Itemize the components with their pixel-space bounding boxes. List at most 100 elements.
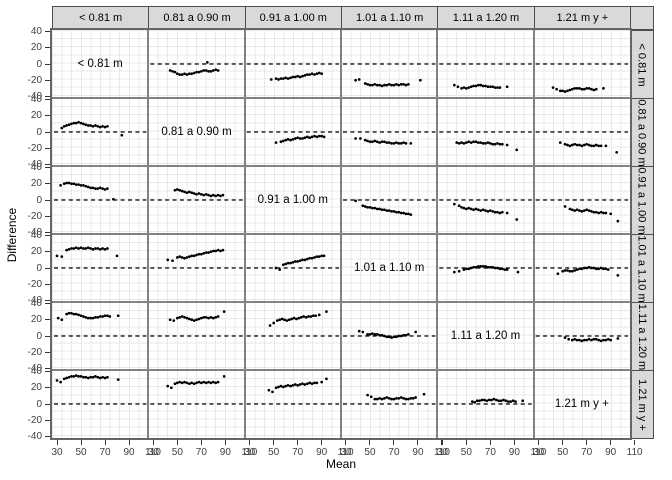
- data-point: [515, 218, 519, 221]
- data-point: [409, 213, 413, 216]
- data-point: [60, 255, 64, 258]
- data-point: [354, 78, 357, 82]
- diagonal-category-label: 0.91 a 1.00 m: [257, 194, 328, 206]
- data-point: [580, 210, 584, 213]
- x-tick-label: 110: [530, 447, 547, 458]
- y-tick-mark: [45, 300, 50, 301]
- data-point: [587, 265, 591, 269]
- data-point: [180, 381, 184, 385]
- x-tick-label: 30: [244, 447, 256, 458]
- data-point: [310, 382, 314, 386]
- data-point: [60, 318, 64, 322]
- data-point: [315, 381, 319, 385]
- y-tick-label: 20: [30, 382, 42, 394]
- x-tick-label: 90: [412, 447, 424, 458]
- data-point: [488, 209, 492, 212]
- y-tick-mark: [45, 235, 50, 236]
- data-point: [79, 375, 83, 378]
- data-point: [72, 121, 76, 125]
- data-point: [578, 267, 581, 271]
- data-point: [315, 135, 319, 139]
- data-point: [580, 87, 584, 91]
- data-point: [91, 247, 95, 251]
- data-point: [79, 121, 83, 125]
- data-point: [587, 143, 591, 147]
- data-point: [195, 70, 198, 74]
- data-point: [515, 148, 519, 152]
- data-point: [505, 268, 509, 271]
- data-point: [183, 256, 186, 260]
- panel-separator: [52, 233, 630, 235]
- y-tick-label: 0: [36, 262, 42, 274]
- data-point: [106, 187, 109, 190]
- data-point: [94, 187, 97, 190]
- data-point: [407, 212, 410, 216]
- y-tick-label: -20: [27, 142, 42, 154]
- x-tick-label: 110: [145, 447, 161, 458]
- data-point: [116, 378, 120, 381]
- data-point: [390, 83, 393, 87]
- x-tick-label: 90: [316, 447, 328, 458]
- data-point: [484, 142, 487, 145]
- data-point: [301, 137, 304, 140]
- data-point: [195, 253, 198, 257]
- data-point: [592, 144, 596, 148]
- data-point: [373, 333, 377, 336]
- x-tick-mark: [538, 440, 540, 445]
- data-point: [402, 82, 405, 86]
- data-point: [587, 337, 591, 341]
- data-point: [556, 272, 560, 276]
- data-point: [267, 388, 271, 392]
- data-point: [402, 396, 405, 400]
- y-tick-mark: [45, 96, 50, 97]
- data-point: [283, 318, 286, 322]
- data-point: [298, 75, 302, 79]
- data-point: [197, 192, 201, 195]
- data-point: [221, 193, 225, 197]
- x-tick-mark: [80, 440, 82, 445]
- data-point: [293, 137, 297, 140]
- data-point: [171, 69, 174, 73]
- data-point: [305, 382, 309, 386]
- x-tick-label: 70: [484, 447, 496, 458]
- data-point: [70, 247, 73, 250]
- data-point: [190, 381, 194, 385]
- y-tick-mark: [45, 183, 50, 185]
- data-point: [404, 333, 408, 337]
- data-point: [202, 252, 206, 255]
- data-point: [602, 87, 605, 90]
- data-point: [192, 254, 196, 258]
- data-point: [563, 269, 567, 272]
- x-tick-label: 50: [557, 447, 569, 458]
- data-point: [325, 310, 328, 313]
- data-point: [180, 315, 184, 318]
- data-point: [594, 87, 598, 91]
- x-tick-mark: [273, 440, 275, 445]
- data-point: [317, 71, 321, 75]
- data-point: [175, 188, 179, 191]
- y-tick-mark: [45, 283, 50, 285]
- data-point: [187, 72, 191, 76]
- y-tick-mark: [45, 131, 50, 133]
- data-point: [568, 88, 572, 92]
- data-point: [479, 265, 483, 268]
- data-point: [70, 311, 73, 315]
- data-point: [604, 267, 608, 271]
- data-point: [575, 87, 579, 90]
- data-point: [219, 194, 222, 198]
- data-point: [79, 314, 83, 318]
- data-point: [297, 316, 301, 320]
- data-point: [291, 383, 295, 387]
- data-point: [496, 210, 499, 214]
- data-point: [214, 381, 218, 385]
- data-point: [486, 85, 490, 89]
- x-tick-mark: [610, 440, 612, 445]
- data-point: [609, 338, 613, 342]
- data-point: [185, 256, 189, 259]
- data-point: [55, 379, 59, 382]
- x-tick-mark: [369, 440, 371, 445]
- data-point: [82, 315, 85, 318]
- x-tick-label: 90: [219, 447, 231, 458]
- y-tick-label: -20: [27, 278, 42, 290]
- data-point: [590, 210, 593, 213]
